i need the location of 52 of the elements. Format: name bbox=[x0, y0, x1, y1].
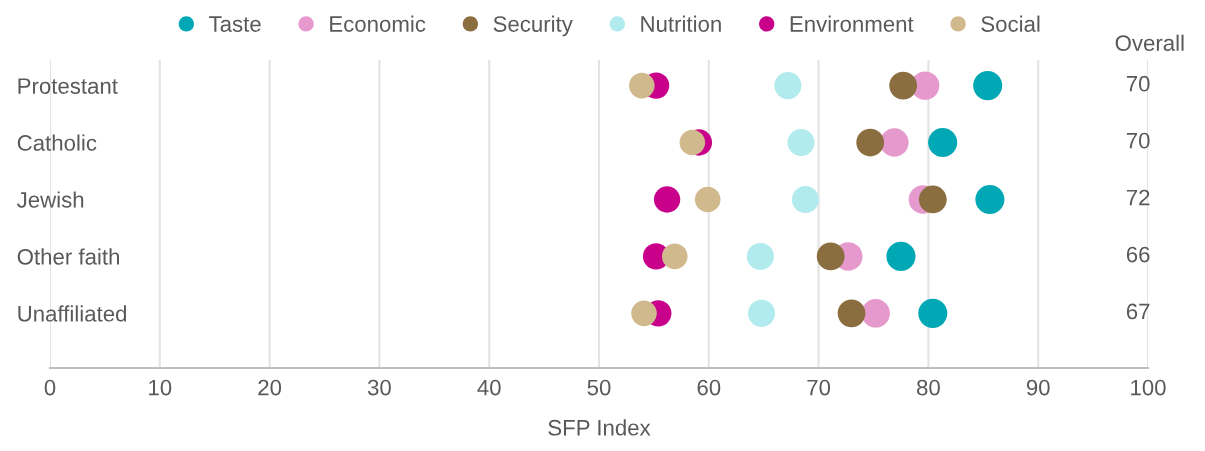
legend-label: Taste bbox=[209, 16, 261, 32]
x-tick-label: 10 bbox=[149, 379, 172, 396]
point bbox=[889, 71, 918, 100]
point bbox=[816, 242, 845, 271]
x-tick-label: 100 bbox=[1131, 379, 1166, 396]
y-tick-label: Protestant bbox=[18, 78, 118, 94]
point bbox=[861, 299, 890, 328]
x-tick-label: 0 bbox=[44, 379, 56, 396]
point bbox=[631, 300, 657, 327]
x-tick-label: 20 bbox=[258, 379, 282, 396]
point bbox=[661, 243, 688, 270]
point bbox=[774, 72, 802, 100]
x-tick-label: 80 bbox=[917, 379, 940, 396]
y-tick-label: Unaffiliated bbox=[18, 305, 127, 322]
legend-label: Security bbox=[493, 15, 573, 37]
annotation: 72 bbox=[1126, 189, 1150, 206]
annotation: 70 bbox=[1126, 75, 1150, 92]
point bbox=[787, 129, 815, 157]
point bbox=[856, 128, 885, 157]
point bbox=[746, 242, 774, 270]
x-tick-label: 50 bbox=[587, 379, 611, 396]
legend-label: Economic bbox=[330, 15, 426, 32]
legend-label: Social bbox=[981, 15, 1040, 32]
point bbox=[918, 185, 947, 214]
annotation: 70 bbox=[1126, 132, 1150, 149]
point bbox=[886, 241, 916, 271]
x-tick-label: 30 bbox=[367, 379, 391, 396]
x-tick-label: 70 bbox=[807, 379, 831, 396]
point bbox=[679, 129, 706, 156]
y-tick-label: Catholic bbox=[17, 134, 97, 151]
point bbox=[747, 299, 776, 327]
point bbox=[791, 185, 819, 214]
legend-label: Nutrition bbox=[641, 15, 721, 32]
x-tick-label: 60 bbox=[697, 379, 721, 396]
text: Overall bbox=[1115, 34, 1184, 51]
point bbox=[653, 186, 681, 213]
legend-label: Environment bbox=[790, 15, 914, 32]
point bbox=[918, 298, 948, 328]
x-axis-title: SFP Index bbox=[548, 419, 651, 436]
annotation: 66 bbox=[1126, 246, 1150, 263]
point bbox=[928, 127, 958, 158]
y-tick-label: Jewish bbox=[17, 191, 84, 208]
point bbox=[973, 71, 1003, 101]
point bbox=[629, 72, 655, 99]
point bbox=[837, 299, 866, 328]
point bbox=[694, 186, 721, 213]
point bbox=[880, 128, 909, 157]
point bbox=[975, 184, 1005, 215]
annotation: 67 bbox=[1126, 303, 1150, 320]
x-tick-label: 40 bbox=[477, 379, 501, 396]
y-tick-label: Other faith bbox=[17, 248, 119, 265]
x-tick-label: 90 bbox=[1026, 379, 1050, 396]
